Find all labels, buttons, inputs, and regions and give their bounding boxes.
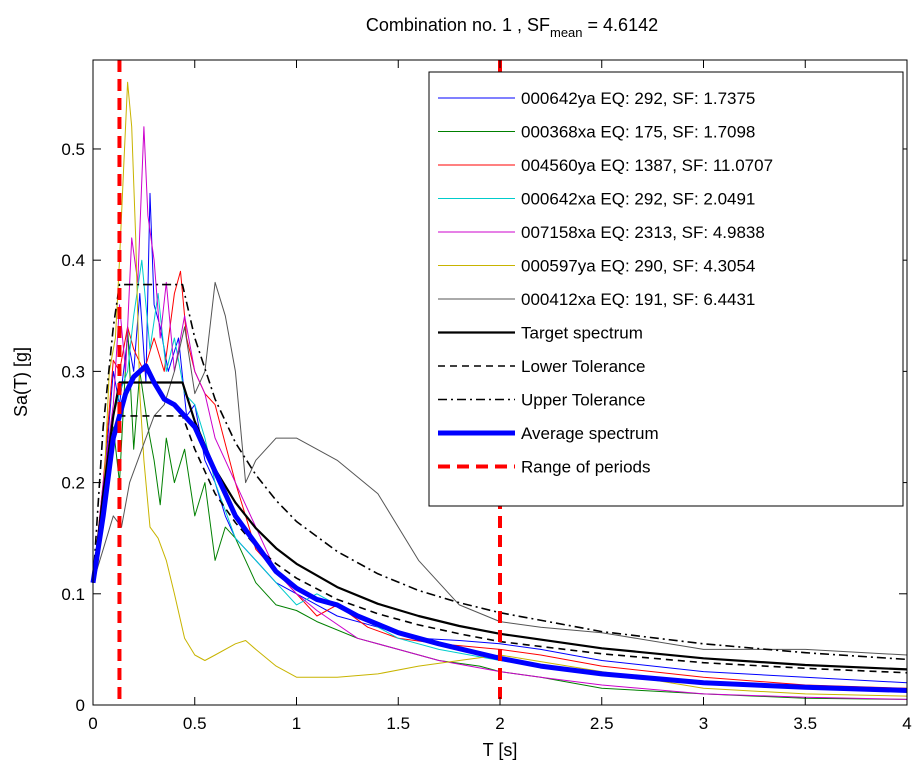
series-line-2 (92, 326, 908, 700)
legend-label-8: Target spectrum (521, 324, 643, 343)
period-range-layer (117, 60, 502, 705)
x-tick-label: 3 (699, 714, 708, 733)
y-tick-label: 0.3 (61, 362, 85, 381)
y-tick-label: 0.4 (61, 251, 85, 270)
legend: 000642ya EQ: 292, SF: 1.7375 000368xa EQ:… (428, 71, 904, 507)
series-line-10 (92, 283, 908, 661)
x-tick-label: 2 (495, 714, 504, 733)
legend-label-5: 007158xa EQ: 2313, SF: 4.9838 (521, 223, 765, 242)
x-tick-label: 1 (292, 714, 301, 733)
series-line-7 (92, 281, 908, 656)
tick-layer: 0 0.5 1 1.5 2 2.5 3 3.5 4 0 0.1 0.2 0.3 0.4 0.5 (61, 60, 912, 733)
legend-label-10: Upper Tolerance (521, 391, 645, 410)
x-tick-label: 2.5 (590, 714, 614, 733)
legend-label-3: 004560ya EQ: 1387, SF: 11.0707 (521, 156, 773, 175)
legend-label-2: 000368xa EQ: 175, SF: 1.7098 (521, 123, 755, 142)
y-tick-label: 0.2 (61, 474, 85, 493)
legend-label-1: 000642ya EQ: 292, SF: 1.7375 (521, 89, 755, 108)
legend-label-6: 000597ya EQ: 290, SF: 4.3054 (521, 257, 755, 276)
chart-title-subscript: mean (550, 25, 583, 40)
legend-label-9: Lower Tolerance (521, 357, 645, 376)
x-tick-label: 4 (902, 714, 911, 733)
series-line-3 (92, 270, 908, 689)
chart-title-main: Combination no. 1 , SF (366, 15, 550, 35)
x-tick-label: 0.5 (183, 714, 207, 733)
x-axis-label: T [s] (483, 740, 518, 760)
y-tick-label: 0.1 (61, 585, 85, 604)
legend-label-11: Average spectrum (521, 424, 659, 443)
series-line-5 (92, 126, 908, 700)
legend-label-12: Range of periods (521, 458, 650, 477)
legend-label-4: 000642xa EQ: 292, SF: 2.0491 (521, 190, 755, 209)
x-tick-label: 1.5 (386, 714, 410, 733)
y-tick-label: 0.5 (61, 140, 85, 159)
series-line-6 (92, 81, 908, 697)
y-axis-label: Sa(T) [g] (11, 347, 31, 417)
x-tick-label: 0 (88, 714, 97, 733)
chart-title: Combination no. 1 , SFmean = 4.6142 (366, 15, 658, 40)
legend-label-7: 000412xa EQ: 191, SF: 6.4431 (521, 290, 755, 309)
chart-title-value: = 4.6142 (583, 15, 659, 35)
series-line-9 (92, 415, 908, 674)
y-tick-label: 0 (76, 696, 85, 715)
x-tick-label: 3.5 (793, 714, 817, 733)
